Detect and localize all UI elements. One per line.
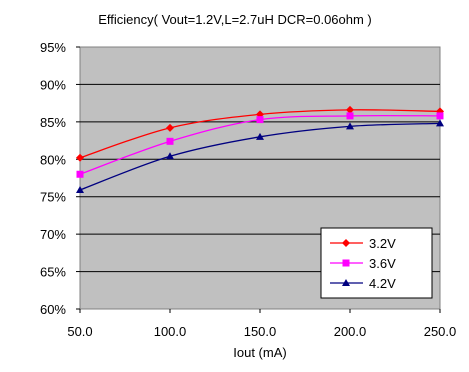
data-point [346, 122, 354, 130]
legend-item: 3.6V [330, 256, 396, 271]
y-tick-label: 85% [40, 115, 66, 130]
y-tick-label: 90% [40, 77, 66, 92]
legend-item: 3.2V [330, 236, 396, 251]
data-point [166, 123, 174, 132]
legend-marker [342, 239, 350, 247]
data-point [346, 112, 354, 120]
data-point [76, 153, 84, 162]
data-point [436, 119, 444, 127]
legend-label: 4.2V [369, 276, 396, 291]
legend-label: 3.6V [369, 256, 396, 271]
y-axis-ticks: 60% 65% 70% 75% 80% 85% 90% 95% [40, 40, 80, 317]
x-tick-label: 250.0 [424, 324, 457, 339]
data-point [256, 116, 264, 124]
y-tick-label: 80% [40, 152, 66, 167]
data-point [166, 152, 174, 160]
legend: 3.2V 3.6V 4.2V [320, 227, 433, 299]
data-point [256, 132, 264, 140]
y-tick-label: 95% [40, 40, 66, 55]
x-tick-label: 200.0 [334, 324, 367, 339]
x-axis-label: Iout (mA) [233, 345, 286, 360]
data-point [436, 112, 444, 120]
data-point [166, 137, 174, 145]
x-axis-ticks: 50.0 100.0 150.0 200.0 250.0 [67, 309, 456, 339]
data-point [76, 185, 84, 193]
y-tick-label: 65% [40, 265, 66, 280]
data-point [76, 170, 84, 178]
x-tick-label: 150.0 [244, 324, 277, 339]
legend-marker [342, 259, 350, 267]
legend-marker [342, 279, 350, 286]
data-point [346, 105, 354, 114]
y-tick-label: 70% [40, 227, 66, 242]
series-3.6V [76, 112, 444, 178]
y-tick-label: 75% [40, 190, 66, 205]
x-tick-label: 50.0 [67, 324, 92, 339]
legend-label: 3.2V [369, 236, 396, 251]
chart-title: Efficiency( Vout=1.2V,L=2.7uH DCR=0.06oh… [98, 12, 372, 27]
x-tick-label: 100.0 [154, 324, 187, 339]
series-layer [76, 105, 444, 193]
series-4.2V [76, 119, 444, 193]
y-tick-label: 60% [40, 302, 66, 317]
legend-item: 4.2V [330, 276, 396, 291]
